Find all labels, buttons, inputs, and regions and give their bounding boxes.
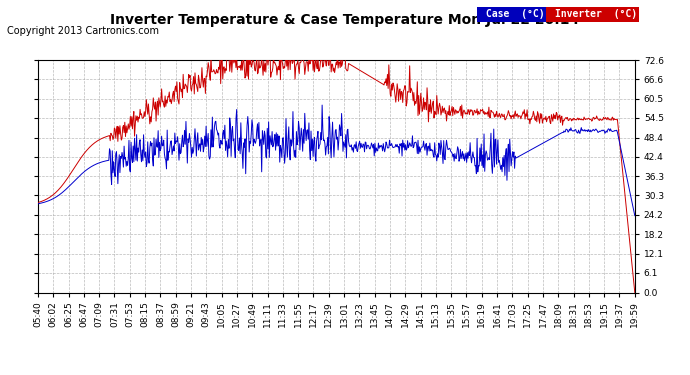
- Text: Inverter Temperature & Case Temperature Mon Jul 22 20:14: Inverter Temperature & Case Temperature …: [110, 13, 580, 27]
- Text: Case  (°C): Case (°C): [480, 9, 544, 20]
- Text: Copyright 2013 Cartronics.com: Copyright 2013 Cartronics.com: [7, 26, 159, 36]
- Text: Inverter  (°C): Inverter (°C): [549, 9, 637, 20]
